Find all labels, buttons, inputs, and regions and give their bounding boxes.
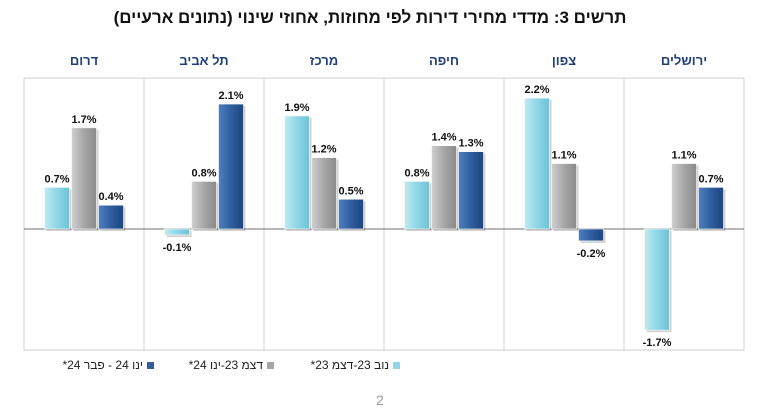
data-label: 0.8% (191, 167, 216, 179)
bar-series-3 (578, 228, 604, 242)
legend-label: נוב 23-דצמ 23* (310, 358, 389, 372)
bar-series-3 (698, 187, 724, 230)
bar-series-1 (524, 97, 550, 230)
data-label: 1.7% (71, 114, 96, 126)
data-label: 1.3% (458, 138, 483, 150)
bar-series-1 (44, 187, 70, 230)
bar-series-2 (71, 127, 97, 230)
bar-series-3 (458, 151, 484, 230)
data-label: 0.7% (44, 173, 69, 185)
legend-label: דצמ 23-ינו 24* (188, 358, 263, 372)
chart-legend: נוב 23-דצמ 23* דצמ 23-ינו 24* ינו 24 - פ… (30, 358, 400, 374)
bar-series-2 (671, 163, 697, 230)
chart-title: תרשים 3: מדדי מחירי דירות לפי מחוזות, אח… (113, 8, 627, 27)
bar-series-2 (191, 181, 217, 230)
bar-series-1 (284, 115, 310, 230)
data-label: 1.1% (551, 150, 576, 162)
legend-label: ינו 24 - פבר 24* (62, 358, 143, 372)
legend-item-series-3: ינו 24 - פבר 24* (62, 358, 154, 372)
data-label: 0.8% (404, 167, 429, 179)
page-number: 2 (376, 392, 384, 408)
data-label: 1.9% (284, 102, 309, 114)
category-label: ירושלים (661, 53, 707, 68)
category-label: תל אביב (179, 53, 228, 68)
category-label: דרום (70, 53, 99, 68)
legend-swatch-gray (267, 362, 274, 370)
legend-item-series-2: דצמ 23-ינו 24* (189, 358, 274, 372)
bar-series-3 (338, 198, 364, 230)
bar-series-2 (431, 145, 457, 230)
legend-swatch-dark-blue (147, 362, 154, 370)
bar-series-1 (644, 228, 670, 331)
legend-swatch-light-blue (393, 362, 400, 370)
data-label: 0.4% (98, 191, 123, 203)
data-label: 0.5% (338, 185, 363, 197)
bar-series-1 (164, 228, 190, 236)
data-label: -0.1% (163, 242, 192, 254)
bar-series-3 (218, 103, 244, 230)
data-label: 1.4% (431, 132, 456, 144)
bar-series-3 (98, 204, 124, 230)
category-label: צפון (552, 53, 576, 68)
data-label: 1.1% (671, 150, 696, 162)
data-label: 2.2% (524, 84, 549, 96)
bar-series-2 (311, 157, 337, 230)
bar-series-1 (404, 181, 430, 230)
data-label: 0.7% (698, 173, 723, 185)
data-label: 2.1% (218, 90, 243, 102)
category-label: מרכז (310, 53, 338, 68)
data-label: -0.2% (577, 248, 606, 260)
bar-series-2 (551, 163, 577, 230)
data-label: -1.7% (643, 337, 672, 349)
category-label: חיפה (429, 53, 459, 68)
data-label: 1.2% (311, 144, 336, 156)
legend-item-series-1: נוב 23-דצמ 23* (311, 358, 400, 372)
